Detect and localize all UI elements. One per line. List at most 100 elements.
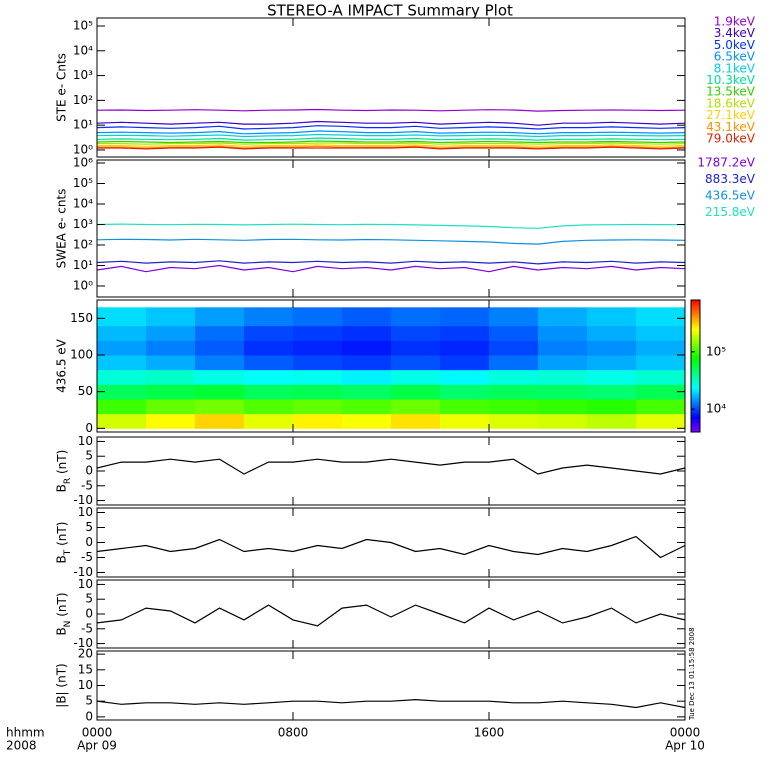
y-tick-label: 5	[85, 694, 93, 708]
colorbar-segment	[691, 366, 700, 369]
heat-cell	[538, 355, 588, 371]
heat-cell	[391, 307, 441, 327]
heat-cell	[97, 369, 147, 385]
y-tick-label: 20	[78, 647, 93, 661]
colorbar-segment	[691, 355, 700, 358]
heat-cell	[97, 355, 147, 371]
heat-cell	[587, 325, 637, 341]
colorbar-segment	[691, 401, 700, 404]
heat-cell	[293, 369, 343, 385]
y-tick-label: 10	[78, 577, 93, 591]
colorbar-segment	[691, 363, 700, 367]
timestamp: Tue Dec 13 01:15:58 2008	[688, 627, 696, 721]
x-axis-sublabel: 2008	[6, 739, 37, 753]
heat-cell	[195, 355, 245, 371]
chart-title: STEREO-A IMPACT Summary Plot	[267, 2, 513, 20]
colorbar-segment	[691, 341, 700, 345]
y-tick-label: 100	[70, 348, 93, 362]
heat-cell	[293, 399, 343, 415]
colorbar-segment	[691, 350, 700, 354]
y-axis-label: BN (nT)	[55, 592, 73, 635]
colorbar-segment	[691, 315, 700, 319]
heat-cell	[489, 325, 539, 341]
colorbar-segment	[691, 379, 700, 382]
heat-cell	[440, 384, 490, 400]
data-line	[97, 145, 685, 149]
heat-cell	[538, 340, 588, 356]
legend-label: 8.1keV	[714, 61, 756, 75]
heat-cell	[440, 307, 490, 327]
data-line	[97, 238, 685, 245]
colorbar-segment	[691, 359, 700, 363]
heat-cell	[391, 355, 441, 371]
colorbar-segment	[691, 414, 700, 418]
panel	[97, 604, 685, 627]
y-axis-label: BT (nT)	[55, 522, 73, 564]
data-line	[97, 604, 685, 627]
heat-cell	[636, 325, 685, 341]
y-tick-label: -5	[81, 478, 93, 492]
heat-cell	[391, 369, 441, 385]
y-axis-label: SWEA e- cnts	[55, 189, 69, 269]
panel-frame	[96, 159, 686, 298]
colorbar-segment	[691, 339, 700, 343]
heat-cell	[293, 325, 343, 341]
heat-cell	[293, 384, 343, 400]
heat-cell	[342, 399, 392, 415]
colorbar-frame	[690, 299, 701, 433]
colorbar-segment	[691, 335, 700, 338]
y-tick-label: -10	[73, 565, 93, 579]
heat-cell	[97, 307, 147, 327]
heat-cell	[587, 369, 637, 385]
heat-cell	[391, 413, 441, 429]
data-line	[97, 137, 685, 141]
panel	[97, 535, 685, 559]
heat-cell	[342, 355, 392, 371]
heat-cell	[146, 369, 196, 385]
colorbar-segment	[691, 372, 700, 376]
legend-label: 436.5eV	[705, 189, 756, 203]
heat-cell	[391, 384, 441, 400]
heat-cell	[146, 355, 196, 371]
colorbar-segment	[691, 412, 700, 415]
heat-cell	[489, 355, 539, 371]
heat-cell	[195, 384, 245, 400]
heat-cell	[538, 399, 588, 415]
legend-label: 13.5keV	[706, 85, 756, 99]
heat-cell	[244, 369, 294, 385]
legend-label: 10.3keV	[706, 73, 756, 87]
legend-label: 27.1keV	[706, 108, 756, 122]
heat-cell	[342, 413, 392, 429]
y-tick-label: 10³	[73, 68, 93, 82]
colorbar-segment	[691, 399, 700, 402]
heat-cell	[538, 307, 588, 327]
y-tick-label: 10¹	[73, 118, 93, 132]
panel-frame	[96, 17, 686, 158]
heat-cell	[587, 399, 637, 415]
colorbar-segment	[691, 324, 700, 327]
heat-cell	[97, 384, 147, 400]
heat-cell	[489, 369, 539, 385]
panel-frame	[96, 299, 686, 433]
heat-cell	[636, 307, 685, 327]
heat-cell	[440, 325, 490, 341]
x-tick-date: Apr 10	[665, 739, 705, 753]
colorbar-segment	[691, 357, 700, 360]
colorbar-segment	[691, 410, 700, 413]
heat-cell	[146, 384, 196, 400]
colorbar-segment	[691, 421, 700, 424]
heat-cell	[587, 413, 637, 429]
colorbar-segment	[691, 322, 700, 325]
data-line	[97, 144, 685, 147]
colorbar-segment	[691, 427, 700, 431]
heat-cell	[538, 384, 588, 400]
heat-cell	[587, 384, 637, 400]
y-tick-label: 10²	[73, 237, 93, 251]
colorbar-segment	[691, 368, 700, 371]
y-tick-label: 0	[85, 535, 93, 549]
data-line	[97, 108, 685, 112]
heat-cell	[489, 413, 539, 429]
data-line	[97, 146, 685, 150]
y-tick-label: 10	[78, 678, 93, 692]
colorbar-tick-label: 10⁵	[706, 344, 726, 358]
